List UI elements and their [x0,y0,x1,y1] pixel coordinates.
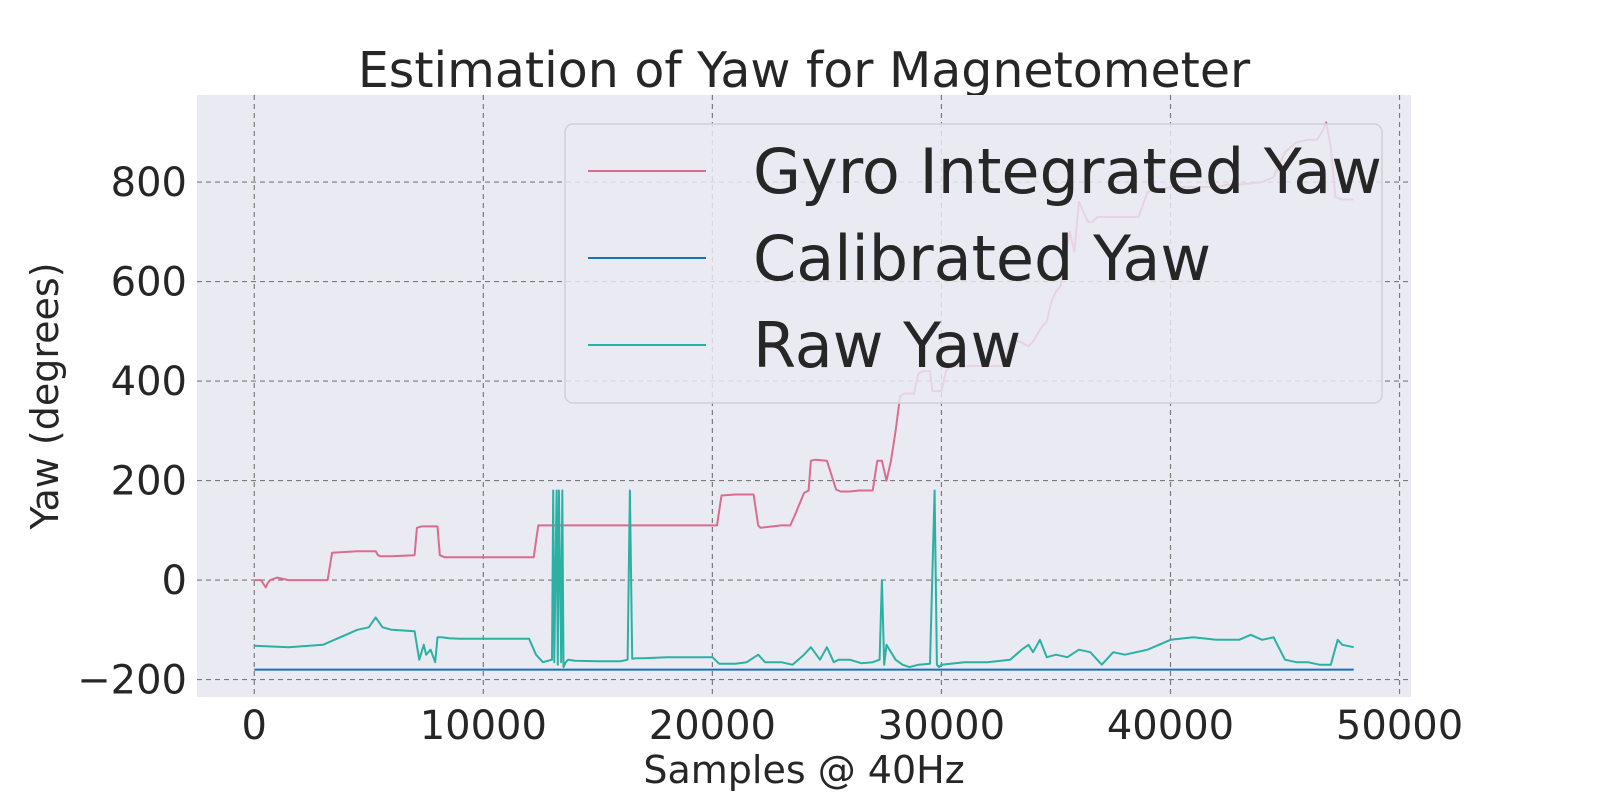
x-tick-label: 20000 [649,703,776,749]
y-tick-label: 800 [111,160,187,206]
x-tick-label: 10000 [420,703,547,749]
y-axis-label: Yaw (degrees) [23,262,67,530]
chart-title: Estimation of Yaw for Magnetometer [358,42,1251,99]
y-tick-label: 400 [111,359,187,405]
x-axis-ticks: 0 10000 20000 30000 40000 50000 [242,703,1464,749]
x-tick-label: 50000 [1336,703,1463,749]
legend-label-calibrated-yaw: Calibrated Yaw [753,222,1211,295]
legend-box [564,123,1383,404]
legend-label-gyro-integrated-yaw: Gyro Integrated Yaw [753,135,1382,208]
x-tick-label: 0 [242,703,267,749]
x-tick-label: 30000 [878,703,1005,749]
y-tick-label: 200 [111,459,187,505]
legend: Gyro Integrated Yaw Calibrated Yaw Raw Yaw [564,123,1383,404]
x-axis-label: Samples @ 40Hz [643,748,964,792]
y-tick-label: 0 [162,558,187,604]
series-line-raw-yaw [254,489,1354,669]
x-tick-label: 40000 [1107,703,1234,749]
y-tick-label: 600 [111,260,187,306]
legend-label-raw-yaw: Raw Yaw [753,309,1021,382]
y-tick-label: −200 [77,658,187,704]
y-axis-ticks: −200 0 200 400 600 800 [77,160,187,704]
